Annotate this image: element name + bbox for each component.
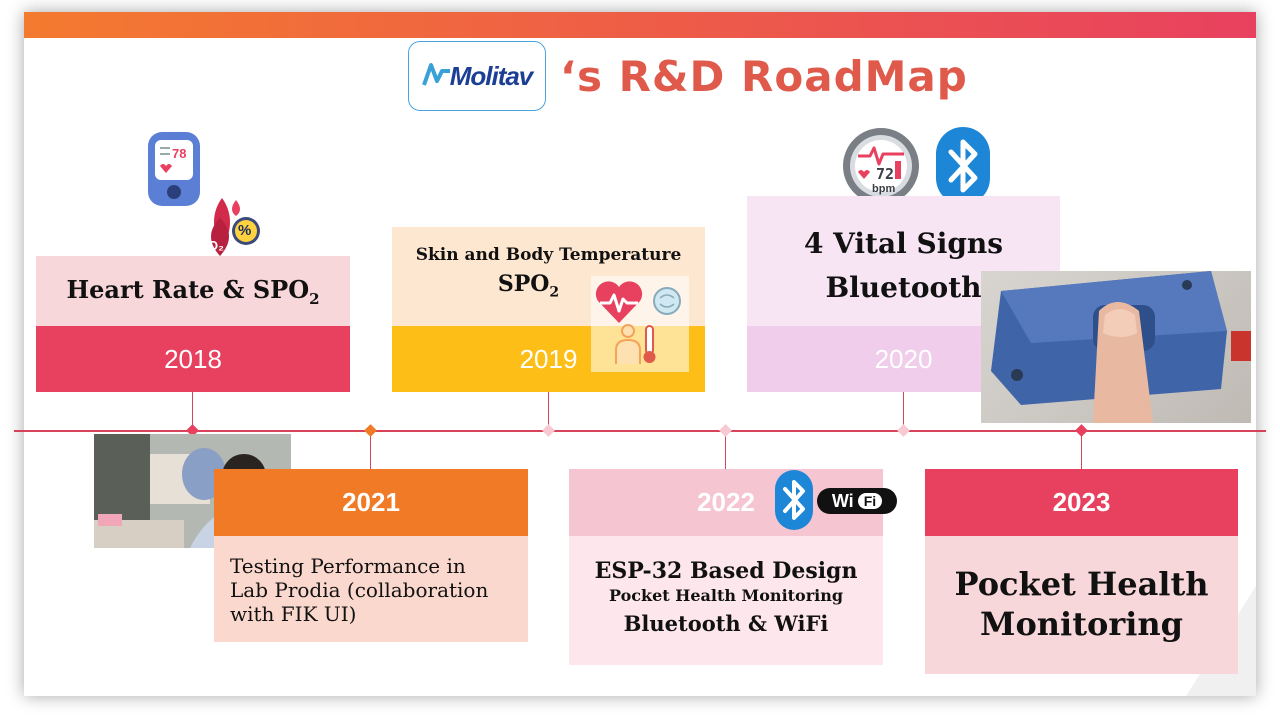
blood-oxygen-icon: O₂ % [200,198,266,260]
stem-2019 [548,392,549,430]
body-temperature-icon [615,324,656,364]
timeline-axis [14,430,1266,432]
stem-2022 [725,432,726,470]
milestone-2022-description-box: ESP-32 Based Design Pocket Health Monito… [569,536,883,665]
milestone-2018-year: 2018 [36,326,350,392]
milestone-2023-description-box: Pocket Health Monitoring [925,536,1238,674]
o2-label: O₂ [208,238,224,253]
heart-rate-monitor-icon: 72 bpm [843,128,919,204]
top-accent-bar [24,12,1256,38]
milestone-2019-line1: Skin and Body Temperature [415,245,682,265]
device-photo [981,271,1251,423]
milestone-2022-line1: ESP-32 Based Design [594,558,858,584]
milestone-2023-year: 2023 [925,469,1238,536]
milestone-2018-title-box: Heart Rate & SPO2 [36,256,350,326]
milestone-2023-line2: Monitoring [980,605,1183,643]
milestone-2018-title: Heart Rate & SPO2 [66,274,320,308]
stem-2023 [1081,432,1082,470]
brain-icon [653,287,681,315]
milestone-2019-line2: SPO2 [497,271,560,301]
stem-2018 [192,392,193,430]
molitav-logo: Molitav [408,41,546,111]
milestone-2023-line1: Pocket Health [954,565,1209,603]
milestone-2021-description-box: Testing Performance in Lab Prodia (colla… [214,536,528,642]
milestone-2020-line1: 4 Vital Signs [803,227,1004,260]
milestone-2020-line2: Bluetooth [825,271,982,304]
bluetooth-icon-2022 [775,470,813,530]
heart-rate-icon [595,281,643,323]
wifi-icon: Wi Fi [817,488,897,514]
glucometer-value: 78 [172,146,187,161]
stem-2021 [370,432,371,470]
milestone-2021-year: 2021 [214,469,528,536]
bluetooth-icon [936,127,990,205]
glucometer-icon: 78 [146,130,202,208]
milestone-2022-line3: Bluetooth & WiFi [623,611,829,636]
wifi-fi-label: Fi [857,493,883,509]
milestone-2021-description: Testing Performance in Lab Prodia (colla… [230,554,489,626]
stem-2020 [903,392,904,430]
wifi-wi-label: Wi [831,490,854,511]
page-title: ‘s R&D RoadMap [560,52,968,101]
logo-text: Molitav [449,60,534,91]
percent-label: % [238,222,252,239]
logo-wave-icon [421,63,450,86]
bpm-label: bpm [872,183,895,195]
bpm-value: 72 [876,165,894,183]
milestone-2022-line2: Pocket Health Monitoring [608,586,844,605]
